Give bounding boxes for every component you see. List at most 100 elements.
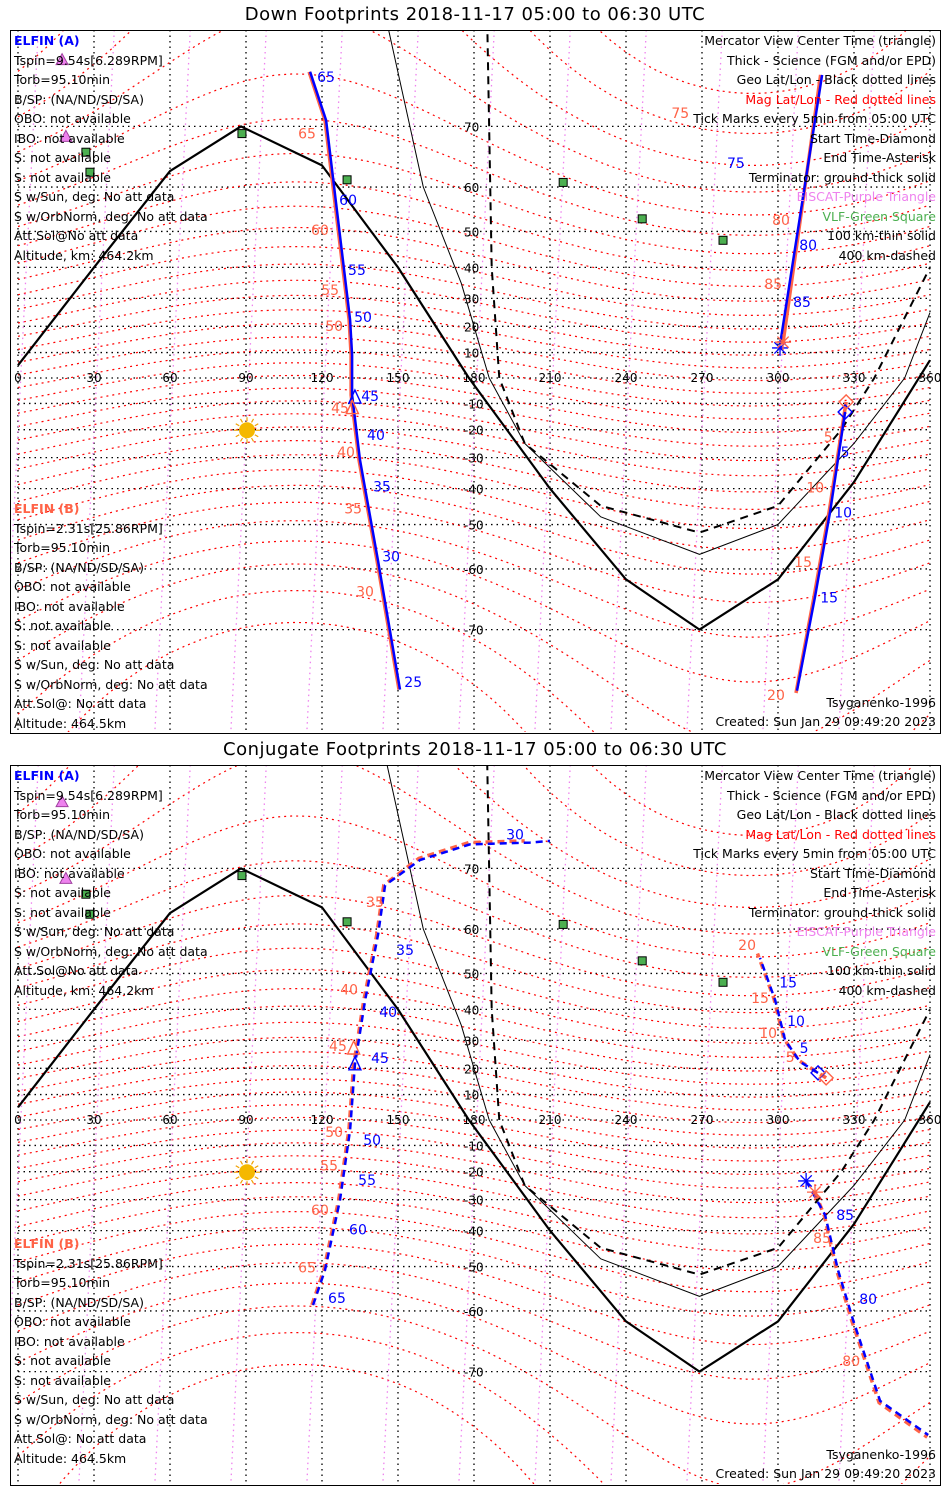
time-tick-label-a: 15 bbox=[820, 591, 838, 607]
start-diamond-a bbox=[810, 1064, 827, 1081]
time-tick-label-a: 45 bbox=[371, 1051, 389, 1067]
satellite-info-line: Att.Sol@No att data bbox=[14, 963, 139, 978]
time-tick-label-b: 30 bbox=[356, 585, 374, 601]
mag-lat-line bbox=[17, 245, 931, 317]
satellite-info-line: Tspin=9.54s[6.289RPM] bbox=[14, 787, 163, 803]
mag-lat-line bbox=[17, 1262, 931, 1380]
satellite-info-line: IBO: not available bbox=[14, 865, 125, 881]
eiscat-triangle bbox=[59, 129, 73, 142]
mag-lat-line bbox=[17, 1226, 931, 1317]
time-tick-label-b: 40 bbox=[337, 445, 355, 461]
mag-lon-line bbox=[838, 766, 875, 1484]
lon-tick-label: 180 bbox=[463, 1113, 486, 1127]
mag-lat-line bbox=[17, 968, 931, 1044]
satellite-info-line: Att.Sol@: No att data bbox=[14, 696, 147, 711]
mag-lon-line bbox=[154, 766, 191, 1484]
time-tick-label-b: 20 bbox=[767, 688, 785, 704]
end-asterisk-b bbox=[806, 1184, 823, 1201]
time-tick-label-b: 85 bbox=[764, 277, 782, 293]
satellite-info-line: S w/Sun, deg: No att data bbox=[14, 657, 175, 672]
satellite-info-line: B/SP: (NA/ND/SD/SA) bbox=[14, 1294, 144, 1310]
lat-tick-label: -20 bbox=[464, 424, 484, 438]
satellite-info-line: Altitude, km: 464.2km bbox=[14, 247, 154, 263]
end-asterisk-a bbox=[772, 339, 789, 356]
time-tick-label-b: 80 bbox=[842, 1354, 860, 1370]
satellite-info-line: OBO: not available bbox=[14, 1314, 131, 1329]
time-tick-label-b: 15 bbox=[751, 991, 769, 1007]
panel-title: Down Footprints 2018-11-17 05:00 to 06:3… bbox=[244, 4, 706, 25]
time-tick-label-b: 35 bbox=[344, 502, 362, 518]
lat-tick-label: 30 bbox=[464, 292, 479, 306]
time-tick-label-a: 50 bbox=[354, 310, 372, 326]
satellite-info-line: Altitude, km: 464.2km bbox=[14, 982, 154, 998]
lat-tick-label: -30 bbox=[464, 1194, 484, 1208]
time-tick-label-a: 30 bbox=[382, 549, 400, 565]
lon-tick-label: 90 bbox=[238, 1113, 253, 1127]
mag-lat-line bbox=[17, 1021, 931, 1085]
satellite-info-line: Altitude: 464.5km bbox=[14, 1450, 127, 1466]
satellite-info-line: S: not available bbox=[14, 885, 111, 900]
mag-lat-line bbox=[17, 31, 931, 193]
vlf-station-square bbox=[342, 175, 352, 185]
mag-lat-line bbox=[17, 1142, 931, 1204]
legend-item: 100 km-thin solid bbox=[827, 228, 936, 243]
mag-lat-line bbox=[17, 413, 931, 477]
lat-tick-label: -10 bbox=[464, 397, 484, 411]
time-tick-label-a: 40 bbox=[367, 428, 385, 444]
vlf-station-square bbox=[718, 235, 728, 245]
legend-item: EISCAT-Purple Triangle bbox=[796, 189, 936, 204]
time-tick-label-b: 65 bbox=[298, 127, 316, 143]
mag-lon-line bbox=[610, 766, 647, 1484]
mag-lat-line bbox=[17, 1243, 931, 1346]
time-tick-label-a: 10 bbox=[787, 1014, 805, 1030]
mag-lon-line bbox=[382, 766, 419, 1484]
lon-tick-label: 30 bbox=[86, 1113, 101, 1127]
satellite-info-line: OBO: not available bbox=[14, 111, 131, 126]
lat-tick-label: -10 bbox=[464, 1139, 484, 1153]
lon-tick-label: 300 bbox=[767, 371, 790, 385]
map-area: 70 60 50 40 30 20 10 -10 -20 -30 -40 -50 -60 -70 0 30 60… bbox=[11, 766, 940, 1484]
mag-lat-line bbox=[17, 205, 931, 288]
map-frame bbox=[10, 765, 941, 1486]
mag-lat-line bbox=[17, 1196, 931, 1272]
legend-item: Tick Marks every 5min from 05:00 UTC bbox=[693, 846, 936, 861]
end-asterisk-a bbox=[798, 1172, 815, 1189]
track-b bbox=[310, 839, 525, 1306]
mag-lat-line bbox=[17, 1282, 931, 1425]
satellite-name-sat_b: ELFIN (B) bbox=[14, 501, 80, 516]
lat-tick-label: 10 bbox=[464, 347, 479, 361]
vlf-station-square bbox=[237, 129, 247, 139]
mag-lat-line bbox=[17, 766, 931, 935]
lon-tick-label: 360 bbox=[919, 371, 942, 385]
time-tick-label-a: 40 bbox=[379, 1005, 397, 1021]
legend-item: Start Time-Diamond bbox=[809, 130, 936, 146]
time-tick-label-b: 50 bbox=[325, 1125, 343, 1141]
satellite-info-line: S: not available bbox=[14, 150, 111, 165]
satellite-info-line: S w/OrbNorm, deg: No att data bbox=[14, 676, 208, 692]
time-tick-label-b: 10 bbox=[759, 1026, 777, 1042]
track-a bbox=[311, 839, 551, 1306]
lon-tick-label: 150 bbox=[387, 1113, 410, 1127]
time-tick-label-a: 25 bbox=[404, 675, 422, 691]
lat-tick-label: 30 bbox=[464, 1034, 479, 1048]
time-tick-label-b: 5 bbox=[824, 430, 833, 446]
lon-tick-label: 300 bbox=[767, 1113, 790, 1127]
satellite-name-sat_b: ELFIN (B) bbox=[14, 1236, 80, 1251]
time-tick-label-b: 40 bbox=[340, 982, 358, 998]
time-tick-label-b: 60 bbox=[311, 1203, 329, 1219]
time-tick-label-b: 85 bbox=[813, 1231, 831, 1247]
mag-lon-line bbox=[306, 766, 343, 1484]
lat-tick-label: -70 bbox=[464, 624, 484, 638]
legend-item: VLF-Green Square bbox=[822, 208, 936, 224]
vlf-station-square bbox=[237, 871, 247, 881]
legend-item: VLF-Green Square bbox=[822, 943, 936, 959]
satellite-info-line: Altitude: 464.5km bbox=[14, 715, 127, 731]
lon-tick-label: 270 bbox=[691, 371, 714, 385]
created-timestamp: Created: Sun Jan 29 09:49:20 2023 bbox=[715, 714, 936, 729]
mag-lat-line bbox=[17, 860, 931, 978]
mag-lat-line bbox=[17, 540, 931, 683]
satellite-info-line: S w/OrbNorm, deg: No att data bbox=[14, 208, 208, 224]
satellite-info-line: S: not available bbox=[14, 618, 111, 633]
track-b bbox=[813, 1191, 929, 1439]
